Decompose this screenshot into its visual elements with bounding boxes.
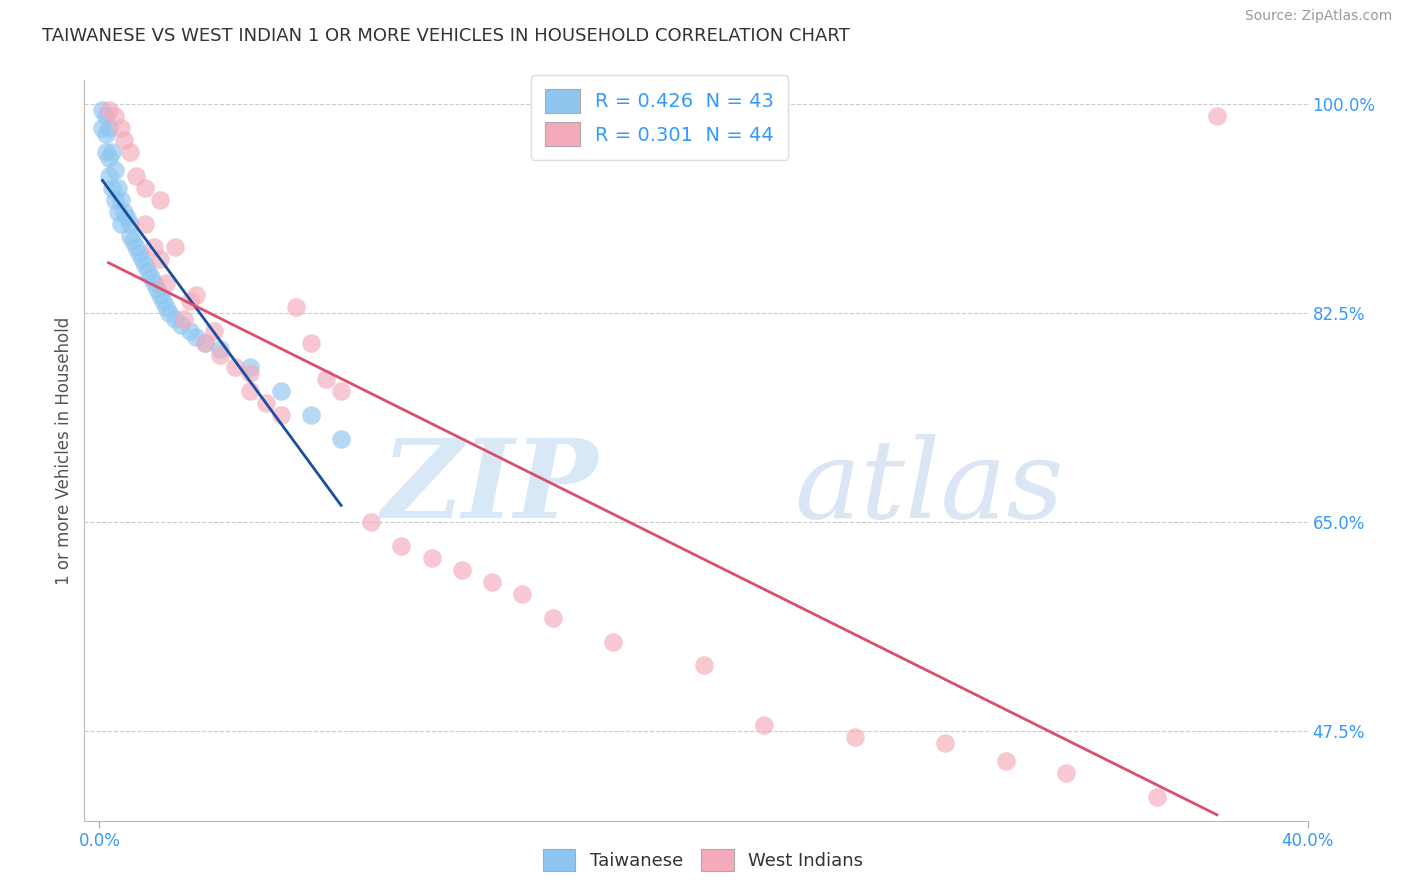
Point	[179, 324, 201, 338]
Point	[152, 294, 174, 309]
Point	[142, 240, 165, 254]
Point	[692, 658, 714, 673]
Point	[112, 204, 135, 219]
Point	[107, 180, 129, 194]
Point	[118, 145, 141, 159]
Point	[1206, 109, 1229, 123]
Point	[91, 121, 114, 136]
Point	[299, 408, 322, 422]
Point	[149, 288, 172, 302]
Point	[110, 193, 132, 207]
Text: atlas: atlas	[794, 434, 1063, 541]
Point	[315, 372, 337, 386]
Point	[94, 127, 117, 141]
Point	[134, 258, 156, 272]
Point	[94, 145, 117, 159]
Y-axis label: 1 or more Vehicles in Household: 1 or more Vehicles in Household	[55, 317, 73, 584]
Point	[103, 162, 125, 177]
Point	[510, 587, 533, 601]
Point	[136, 264, 159, 278]
Point	[330, 384, 353, 398]
Point	[209, 348, 232, 362]
Point	[270, 408, 292, 422]
Point	[254, 395, 277, 409]
Point	[184, 288, 207, 302]
Point	[1054, 765, 1077, 780]
Point	[97, 151, 120, 165]
Point	[239, 384, 262, 398]
Point	[360, 515, 382, 529]
Point	[110, 217, 132, 231]
Point	[142, 277, 165, 291]
Point	[131, 252, 153, 267]
Point	[94, 109, 117, 123]
Point	[194, 336, 217, 351]
Point	[299, 336, 322, 351]
Point	[97, 121, 120, 136]
Point	[239, 366, 262, 380]
Point	[118, 228, 141, 243]
Point	[100, 180, 122, 194]
Point	[155, 277, 177, 291]
Point	[125, 169, 148, 183]
Point	[420, 550, 443, 565]
Point	[451, 563, 474, 577]
Point	[173, 312, 195, 326]
Point	[155, 300, 177, 314]
Point	[602, 634, 624, 648]
Legend: R = 0.426  N = 43, R = 0.301  N = 44: R = 0.426 N = 43, R = 0.301 N = 44	[531, 75, 787, 160]
Point	[209, 342, 232, 356]
Point	[179, 294, 201, 309]
Point	[121, 235, 143, 249]
Point	[97, 169, 120, 183]
Legend: Taiwanese, West Indians: Taiwanese, West Indians	[536, 842, 870, 879]
Text: ZIP: ZIP	[381, 434, 598, 541]
Point	[97, 103, 120, 117]
Point	[146, 282, 169, 296]
Point	[752, 718, 775, 732]
Point	[125, 240, 148, 254]
Point	[118, 217, 141, 231]
Point	[115, 211, 138, 225]
Point	[934, 736, 956, 750]
Point	[100, 145, 122, 159]
Point	[134, 180, 156, 194]
Point	[330, 432, 353, 446]
Point	[128, 246, 150, 260]
Point	[224, 359, 246, 374]
Point	[163, 240, 186, 254]
Point	[194, 336, 217, 351]
Point	[541, 610, 564, 624]
Point	[157, 306, 180, 320]
Text: Source: ZipAtlas.com: Source: ZipAtlas.com	[1244, 9, 1392, 23]
Point	[103, 109, 125, 123]
Point	[239, 359, 262, 374]
Point	[139, 270, 162, 285]
Point	[149, 252, 172, 267]
Point	[994, 754, 1017, 768]
Point	[134, 217, 156, 231]
Point	[202, 324, 225, 338]
Point	[284, 300, 307, 314]
Point	[1146, 789, 1168, 804]
Point	[91, 103, 114, 117]
Point	[103, 193, 125, 207]
Point	[170, 318, 193, 332]
Point	[163, 312, 186, 326]
Point	[270, 384, 292, 398]
Point	[481, 574, 503, 589]
Point	[844, 730, 866, 744]
Point	[184, 330, 207, 344]
Point	[110, 121, 132, 136]
Text: TAIWANESE VS WEST INDIAN 1 OR MORE VEHICLES IN HOUSEHOLD CORRELATION CHART: TAIWANESE VS WEST INDIAN 1 OR MORE VEHIC…	[42, 27, 851, 45]
Point	[112, 133, 135, 147]
Point	[149, 193, 172, 207]
Point	[107, 204, 129, 219]
Point	[391, 539, 413, 553]
